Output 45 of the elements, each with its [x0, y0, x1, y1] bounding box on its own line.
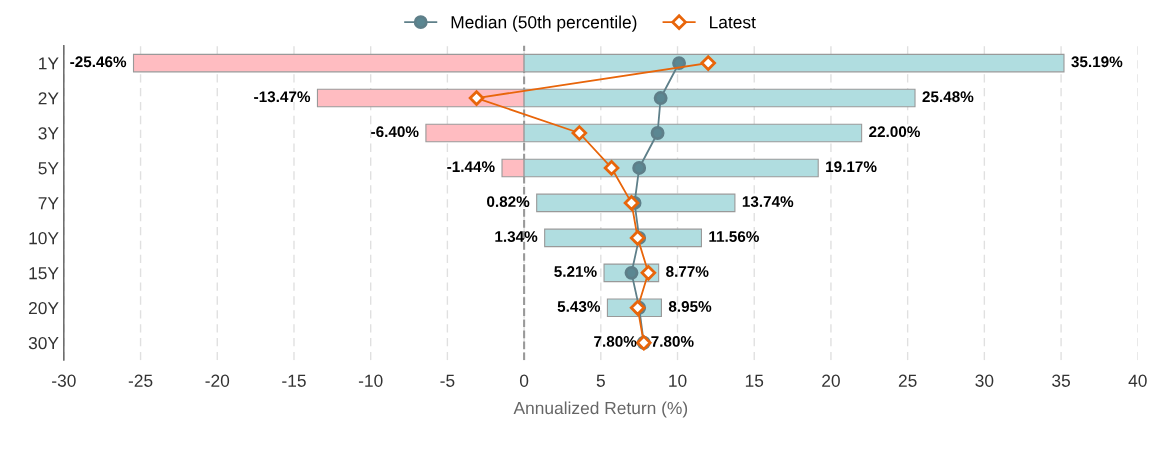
x-tick-label: 20	[822, 374, 840, 387]
y-tick-label: 15Y	[29, 267, 59, 280]
annotation: 7.80%	[651, 336, 694, 347]
annotation: -13.47%	[254, 91, 311, 103]
legend-label: Latest	[710, 16, 756, 29]
x-tick-label: -5	[440, 374, 455, 387]
annotation: 5.43%	[557, 301, 601, 312]
x-tick-label: 10	[669, 374, 687, 387]
x-tick-label: -20	[205, 374, 230, 387]
x-tick-label: -10	[358, 374, 383, 387]
annotation: 8.77%	[666, 266, 709, 277]
y-tick-label: 10Y	[29, 232, 59, 245]
y-tick-label: 7Y	[38, 197, 59, 210]
y-tick-label: 3Y	[38, 127, 59, 140]
annotation: 11.56%	[709, 231, 759, 242]
x-tick-label: 25	[898, 374, 917, 387]
annotation: 8.95%	[668, 301, 712, 312]
x-tick-label: 35	[1052, 374, 1070, 387]
x-tick-label: 40	[1128, 374, 1147, 387]
annotation: 5.21%	[554, 266, 597, 277]
annotation: -1.44%	[447, 161, 495, 173]
annotation: -6.40%	[371, 126, 419, 138]
y-tick-label: 20Y	[28, 301, 59, 315]
y-tick-label: 2Y	[38, 92, 59, 105]
legend-label: Median (50th percentile)	[451, 15, 637, 32]
annotation: 19.17%	[826, 161, 877, 173]
x-tick-label: 5	[596, 374, 605, 387]
x-axis-title: Annualized Return (%)	[513, 401, 688, 418]
annotation: -25.46%	[70, 56, 127, 68]
x-tick-label: -25	[128, 374, 153, 387]
x-tick-label: -30	[52, 374, 76, 387]
x-tick-label: -15	[282, 374, 306, 387]
annotation: 25.48%	[922, 91, 974, 103]
y-tick-label: 5Y	[38, 162, 59, 175]
annotation: 35.19%	[1071, 56, 1123, 68]
annotation: 22.00%	[869, 126, 920, 138]
y-tick-label: 1Y	[39, 57, 59, 70]
y-tick-label: 30Y	[28, 336, 59, 350]
x-tick-label: 15	[745, 374, 764, 387]
annotation: 7.80%	[594, 336, 637, 347]
annotation: 1.34%	[495, 231, 538, 242]
annotation: 0.82%	[487, 196, 530, 208]
x-tick-label: 0	[519, 374, 529, 387]
annotation: 13.74%	[742, 196, 794, 208]
x-tick-label: 30	[975, 374, 994, 387]
